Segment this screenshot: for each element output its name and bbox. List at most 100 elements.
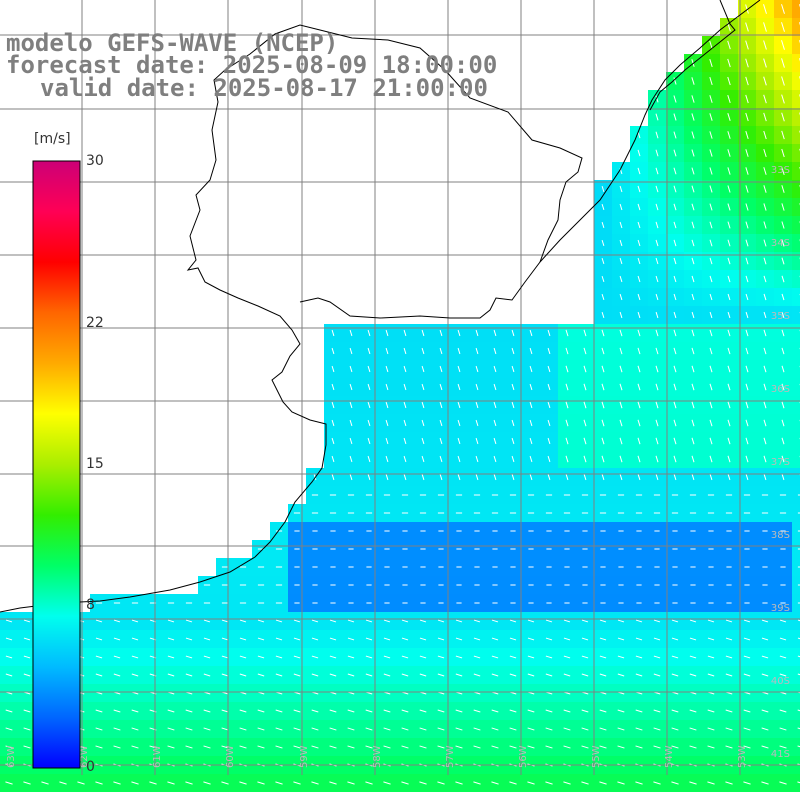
wind-vector-arrow <box>311 781 319 785</box>
wind-vector-arrow <box>709 401 713 409</box>
wind-vector-arrow <box>563 619 571 623</box>
wind-vector-arrow <box>673 149 677 157</box>
wind-vector-arrow <box>709 131 713 139</box>
wind-vector-arrow <box>421 455 425 463</box>
wind-vector-arrow <box>457 365 461 373</box>
wind-vector-arrow <box>167 637 175 641</box>
wind-vector-arrow <box>421 401 425 409</box>
wind-vector-arrow <box>673 401 677 409</box>
wind-vector-arrow <box>23 619 31 623</box>
wind-vector-arrow <box>529 329 533 337</box>
wind-vector-arrow <box>709 347 713 355</box>
wind-vector-arrow <box>709 95 713 103</box>
wind-speed-cell <box>792 468 800 486</box>
wind-vector-arrow <box>781 112 785 122</box>
wind-vector-arrow <box>691 221 695 229</box>
wind-vector-arrow <box>547 437 551 445</box>
wind-vector-arrow <box>509 727 517 731</box>
wind-vector-arrow <box>599 637 607 641</box>
wind-vector-arrow <box>763 401 767 409</box>
wind-vector-arrow <box>781 221 785 229</box>
wind-vector-arrow <box>745 112 749 122</box>
wind-vector-arrow <box>671 637 679 641</box>
wind-vector-arrow <box>601 275 605 283</box>
wind-vector-arrow <box>745 76 749 86</box>
wind-vector-arrow <box>671 673 679 677</box>
wind-vector-arrow <box>529 401 533 409</box>
wind-vector-arrow <box>239 637 247 641</box>
wind-vector-arrow <box>347 637 355 641</box>
wind-vector-arrow <box>239 619 247 623</box>
wind-vector-arrow <box>691 365 695 373</box>
wind-vector-arrow <box>437 781 445 785</box>
wind-vector-arrow <box>655 95 659 103</box>
wind-vector-arrow <box>635 709 643 713</box>
wind-vector-arrow <box>691 185 695 193</box>
wind-vector-arrow <box>583 383 587 391</box>
wind-vector-arrow <box>203 745 211 749</box>
wind-vector-arrow <box>421 347 425 355</box>
wind-vector-arrow <box>275 673 283 677</box>
wind-vector-arrow <box>727 347 731 355</box>
wind-vector-arrow <box>761 655 769 659</box>
wind-vector-arrow <box>601 365 605 373</box>
wind-vector-arrow <box>635 673 643 677</box>
wind-vector-arrow <box>5 727 13 731</box>
wind-vector-arrow <box>95 709 103 713</box>
wind-speed-cell <box>792 540 800 558</box>
wind-vector-arrow <box>655 293 659 301</box>
wind-vector-arrow <box>655 203 659 211</box>
wind-vector-arrow <box>493 419 497 427</box>
wind-vector-arrow <box>293 655 301 659</box>
wind-vector-arrow <box>745 203 749 211</box>
wind-vector-arrow <box>257 727 265 731</box>
wind-vector-arrow <box>601 203 605 211</box>
wind-vector-arrow <box>113 709 121 713</box>
wind-vector-arrow <box>763 293 767 301</box>
wind-vector-arrow <box>547 329 551 337</box>
wind-vector-arrow <box>781 239 785 247</box>
wind-vector-arrow <box>349 419 353 427</box>
wind-vector-arrow <box>457 437 461 445</box>
wind-vector-arrow <box>419 673 427 677</box>
longitude-label: 57W <box>445 745 456 768</box>
wind-vector-arrow <box>383 727 391 731</box>
wind-vector-arrow <box>619 347 623 355</box>
wind-vector-arrows <box>5 4 800 785</box>
wind-vector-arrow <box>185 709 193 713</box>
wind-vector-arrow <box>493 473 497 481</box>
wind-vector-arrow <box>293 637 301 641</box>
wind-vector-arrow <box>475 401 479 409</box>
wind-vector-arrow <box>529 437 533 445</box>
wind-vector-arrow <box>329 637 337 641</box>
wind-vector-arrow <box>113 619 121 623</box>
wind-vector-arrow <box>745 239 749 247</box>
colorbar-tick-0: 0 <box>86 759 95 775</box>
wind-vector-arrow <box>745 257 749 265</box>
wind-vector-arrow <box>167 727 175 731</box>
wind-vector-arrow <box>583 347 587 355</box>
wind-vector-arrow <box>619 473 623 481</box>
wind-vector-arrow <box>637 293 641 301</box>
wind-vector-arrow <box>131 727 139 731</box>
wind-speed-cell <box>792 0 800 18</box>
wind-vector-arrow <box>691 437 695 445</box>
wind-vector-arrow <box>709 311 713 319</box>
wind-vector-arrow <box>745 419 749 427</box>
wind-vector-arrow <box>727 437 731 445</box>
wind-vector-arrow <box>185 727 193 731</box>
longitude-label: 54W <box>664 745 675 768</box>
wind-speed-cell <box>792 342 800 360</box>
wind-vector-arrow <box>455 781 463 785</box>
wind-vector-arrow <box>709 203 713 211</box>
wind-vector-arrow <box>403 365 407 373</box>
wind-vector-arrow <box>349 347 353 355</box>
wind-vector-arrow <box>691 95 695 103</box>
wind-vector-arrow <box>419 727 427 731</box>
wind-vector-arrow <box>349 455 353 463</box>
wind-vector-arrow <box>365 655 373 659</box>
wind-vector-arrow <box>673 239 677 247</box>
longitude-label: 60W <box>225 745 236 768</box>
wind-vector-arrow <box>529 347 533 355</box>
wind-vector-arrow <box>779 619 787 623</box>
